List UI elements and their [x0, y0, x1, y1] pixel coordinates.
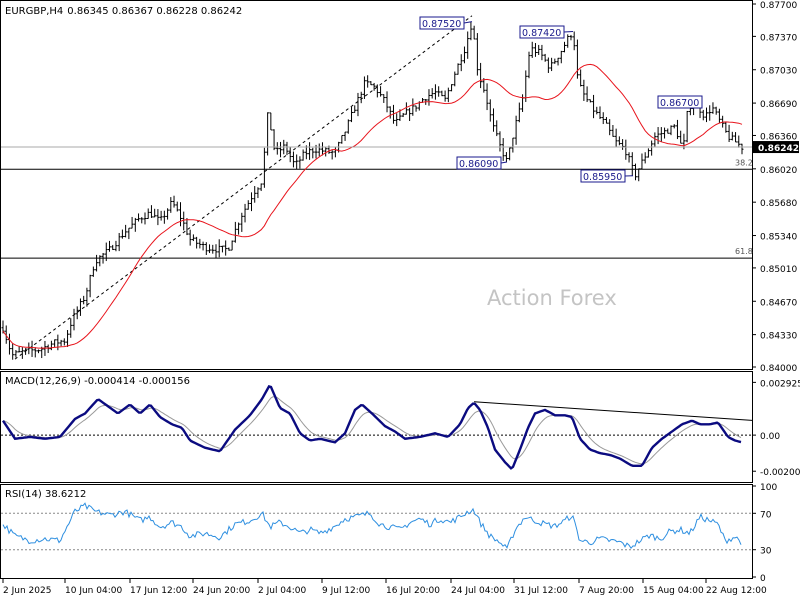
rsi-tick-label: 70: [760, 510, 772, 520]
fib-level-label: 61.8: [735, 247, 753, 256]
time-tick-label: 10 Jun 04:00: [65, 586, 122, 596]
symbol-label: EURGBP,H4: [5, 6, 63, 17]
price-panel: [1, 1, 753, 370]
price-tick-label: 0.85340: [760, 233, 797, 243]
time-tick-label: 17 Jun 12:00: [130, 586, 187, 596]
annotation-label: 0.87420: [522, 28, 561, 39]
annotation-leader: [564, 31, 573, 32]
time-tick-label: 9 Jul 12:00: [322, 586, 371, 596]
time-tick-label: 2 Jul 04:00: [258, 586, 307, 596]
macd-axis: 0.002925 0.00 -0.002002: [752, 379, 800, 478]
fib-level-label: 38.2: [735, 158, 753, 167]
ohlc-values: 0.86345 0.86367 0.86228 0.86242: [67, 6, 242, 17]
price-tick-label: 0.85680: [760, 199, 797, 209]
price-tick-label: 0.87700: [760, 1, 797, 11]
macd-title: MACD(12,26,9) -0.000414 -0.000156: [5, 376, 190, 387]
price-tick-label: 0.87370: [760, 33, 797, 43]
price-tick-label: 0.86690: [760, 100, 797, 110]
rsi-tick-label: 30: [760, 547, 772, 557]
annotation-label: 0.86090: [459, 159, 498, 170]
rsi-tick-label: 0: [760, 574, 766, 584]
time-tick-label: 7 Aug 20:00: [579, 586, 634, 596]
watermark: Action Forex: [487, 286, 617, 310]
annotation-label: 0.87520: [422, 19, 461, 30]
price-tick-label: 0.86360: [760, 132, 797, 142]
annotation-label: 0.86700: [660, 98, 699, 109]
macd-tick-label: 0.002925: [760, 379, 800, 389]
annotation-label: 0.85950: [583, 172, 622, 183]
macd-tick-label: 0.00: [760, 432, 780, 442]
time-tick-label: 24 Jul 04:00: [451, 586, 505, 596]
macd-tick-label: -0.002002: [760, 468, 800, 478]
rsi-tick-label: 100: [760, 483, 777, 493]
time-tick-label: 22 Aug 12:00: [706, 586, 767, 596]
price-tick-label: 0.84330: [760, 332, 797, 342]
last-price-label: 0.86242: [758, 144, 799, 154]
price-tick-label: 0.84000: [760, 364, 797, 374]
time-tick-label: 2 Jun 2025: [3, 586, 51, 596]
price-tick-label: 0.85010: [760, 265, 797, 275]
rsi-panel: [1, 485, 753, 579]
chart-header: EURGBP,H4 0.86345 0.86367 0.86228 0.86242: [5, 6, 242, 17]
time-tick-label: 15 Aug 04:00: [643, 586, 704, 596]
rsi-axis: 100 70 30 0: [752, 483, 777, 584]
price-tick-label: 0.87030: [760, 67, 797, 77]
time-tick-label: 24 Jun 20:00: [193, 586, 250, 596]
time-tick-label: 16 Jul 20:00: [386, 586, 440, 596]
time-tick-label: 31 Jul 12:00: [514, 586, 568, 596]
price-tick-label: 0.86020: [760, 166, 797, 176]
rsi-title: RSI(14) 38.6212: [5, 489, 86, 500]
price-tick-label: 0.84670: [760, 298, 797, 308]
price-axis: 0.87700 0.87370 0.87030 0.86690 0.86360 0.860…: [752, 1, 797, 374]
time-axis: 2 Jun 2025 10 Jun 04:00 17 Jun 12:00 24 Jun…: [3, 579, 767, 596]
